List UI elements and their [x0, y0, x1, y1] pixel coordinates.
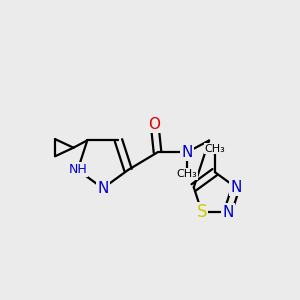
Text: N: N	[181, 145, 193, 160]
Text: CH₃: CH₃	[204, 143, 225, 154]
Text: N: N	[230, 180, 242, 195]
Text: N: N	[222, 205, 233, 220]
Text: S: S	[196, 203, 207, 221]
Text: O: O	[148, 117, 160, 132]
Text: N: N	[97, 181, 109, 196]
Text: CH₃: CH₃	[177, 169, 197, 179]
Text: NH: NH	[68, 164, 87, 176]
